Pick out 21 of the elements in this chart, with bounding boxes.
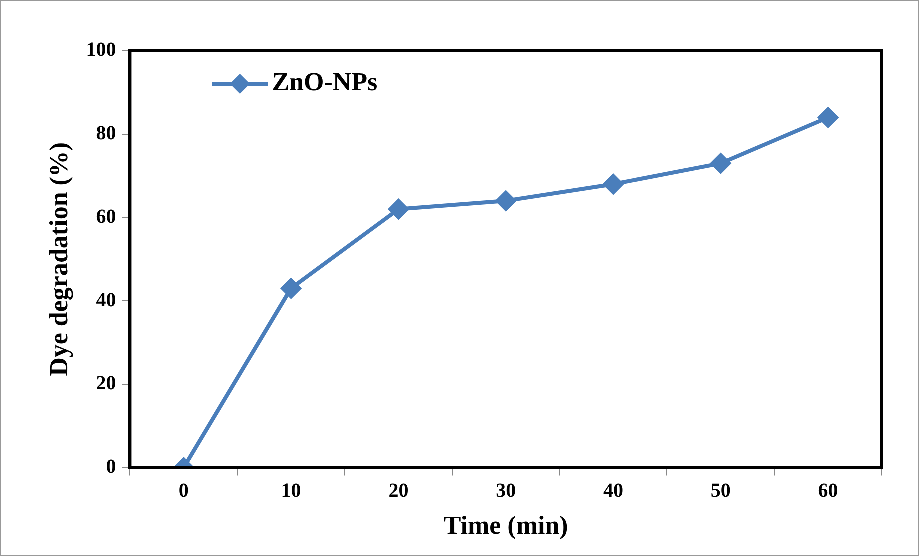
y-tick-label: 80	[96, 122, 116, 145]
x-tick-label: 10	[281, 480, 302, 502]
x-tick-label: 40	[604, 480, 624, 502]
x-tick-label: 20	[388, 480, 409, 502]
y-tick-label: 60	[96, 206, 116, 228]
point	[818, 108, 838, 128]
y-tick-label: 0	[106, 456, 116, 478]
y-axis-title: Dye degradation (%)	[44, 142, 74, 376]
point	[604, 174, 624, 194]
point	[388, 199, 409, 220]
legend-label: ZnO-NPs	[272, 68, 378, 97]
point	[710, 154, 731, 174]
y-tick-label: 40	[96, 289, 116, 312]
x-tick-label: 30	[496, 480, 516, 502]
x-tick-label: 50	[710, 480, 731, 502]
y-tick-label: 100	[86, 39, 116, 62]
x-axis-title: Time (min)	[444, 511, 568, 540]
x-tick-label: 60	[818, 480, 838, 502]
y-tick-label: 20	[96, 372, 116, 395]
point	[496, 191, 516, 212]
x-tick-label: 0	[178, 480, 189, 502]
